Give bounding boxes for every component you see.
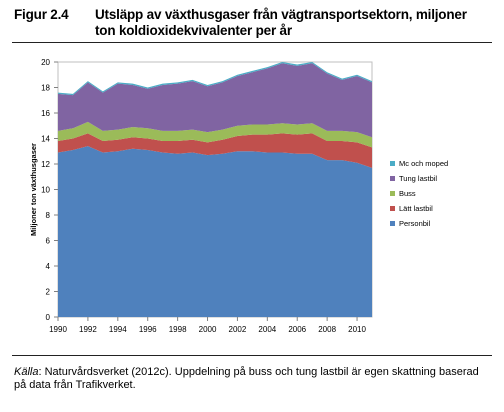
y-tick-label: 10 xyxy=(41,186,50,195)
figure-label: Figur 2.4 xyxy=(14,7,69,22)
y-tick-label: 16 xyxy=(41,109,50,118)
legend-swatch-tung-lastbil xyxy=(390,176,395,181)
legend-swatch-buss xyxy=(390,191,395,196)
y-tick-label: 2 xyxy=(46,288,51,297)
legend-label-personbil: Personbil xyxy=(399,219,431,228)
y-tick-label: 18 xyxy=(41,84,50,93)
legend-swatch-mc-och-moped xyxy=(390,161,395,166)
x-tick-label: 2002 xyxy=(229,325,247,334)
y-tick-label: 8 xyxy=(46,211,51,220)
area-l-tt-lastbil xyxy=(58,133,372,168)
legend-swatch-l-tt-lastbil xyxy=(390,206,395,211)
x-tick-label: 1998 xyxy=(169,325,187,334)
y-tick-label: 20 xyxy=(41,58,50,67)
x-tick-label: 1992 xyxy=(79,325,97,334)
y-tick-label: 4 xyxy=(46,262,51,271)
x-tick-label: 2010 xyxy=(348,325,366,334)
figure-bottom-rule xyxy=(12,355,492,356)
x-tick-label: 1990 xyxy=(49,325,67,334)
stacked-area-chart: 0 2 4 6 8 10 12 14 16 18 20 1990 1992 1994 1996 1998 200… xyxy=(29,58,448,334)
x-tick-label: 2006 xyxy=(288,325,306,334)
y-tick-label: 14 xyxy=(41,135,50,144)
x-tick-label: 1994 xyxy=(109,325,127,334)
x-tick-label: 2000 xyxy=(199,325,217,334)
figure-title: Utsläpp av växthusgaser från vägtranspor… xyxy=(95,7,467,38)
source-prefix: Källa xyxy=(14,366,39,378)
legend-label-mc-och-moped: Mc och moped xyxy=(399,159,448,168)
x-tick-label: 2008 xyxy=(318,325,336,334)
area-buss xyxy=(58,121,372,148)
legend-swatch-personbil xyxy=(390,221,395,226)
y-tick-label: 6 xyxy=(46,237,51,246)
area-personbil xyxy=(58,146,372,317)
legend-label-tung-lastbil: Tung lastbil xyxy=(399,174,437,183)
source-note: Källa: Naturvårdsverket (2012c). Uppdeln… xyxy=(14,366,484,392)
legend-label-l-tt-lastbil: Lätt lastbil xyxy=(399,204,433,213)
source-text: : Naturvårdsverket (2012c). Uppdelning p… xyxy=(14,366,479,391)
title-rule xyxy=(12,42,492,43)
x-tick-label: 2004 xyxy=(258,325,276,334)
x-tick-label: 1996 xyxy=(139,325,157,334)
y-tick-label: 12 xyxy=(41,160,50,169)
legend-label-buss: Buss xyxy=(399,189,416,198)
area-tung-lastbil xyxy=(58,63,372,138)
y-axis-label: Miljoner ton växthusgaser xyxy=(29,143,38,236)
y-tick-label: 0 xyxy=(46,313,51,322)
